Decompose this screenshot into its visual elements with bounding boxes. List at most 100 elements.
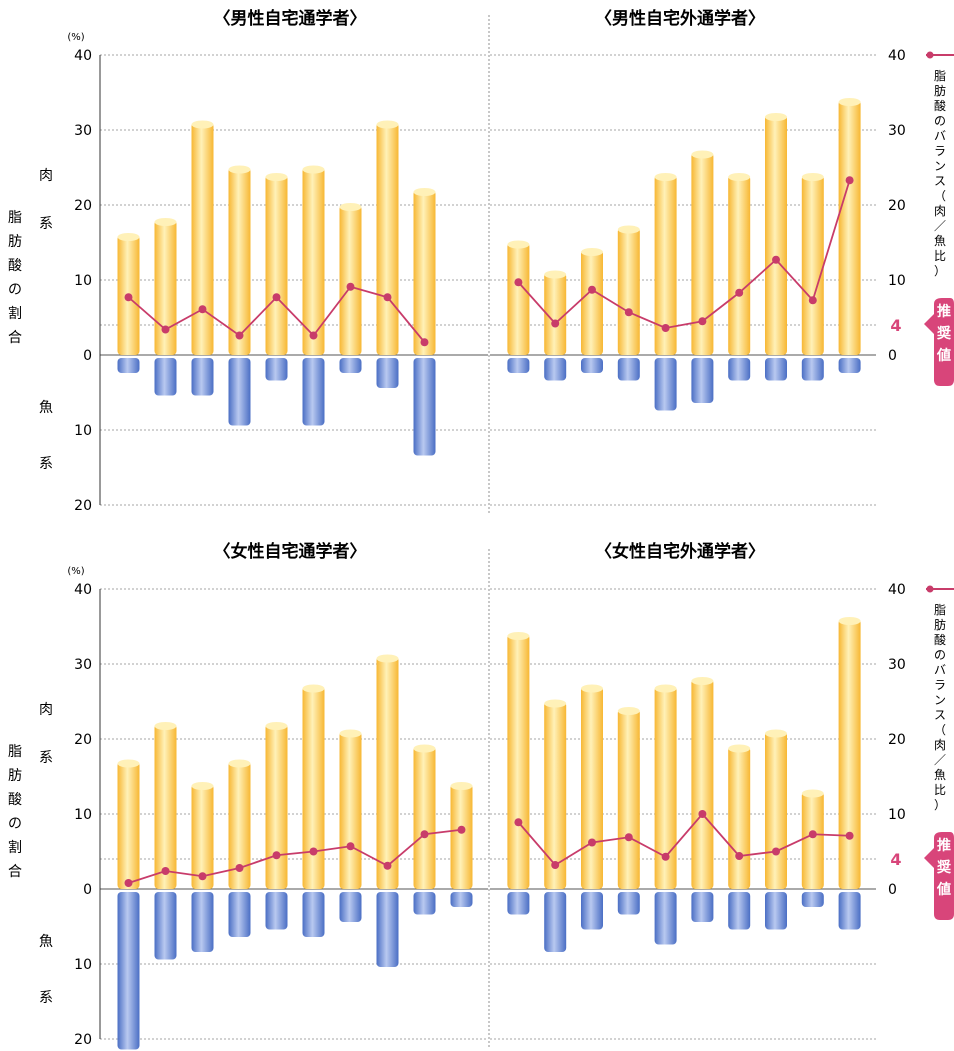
bar-meat: [654, 686, 677, 889]
bar-fish: [339, 358, 362, 373]
bar-meat-cap: [838, 98, 861, 106]
balance-point: [808, 296, 817, 305]
bar-fish: [191, 892, 214, 952]
bar-fish: [228, 892, 251, 937]
y-unit-label-top: (%): [67, 32, 84, 43]
bar-meat-cap: [617, 707, 640, 715]
bar-meat-cap: [801, 789, 824, 798]
bar-fish: [728, 892, 751, 930]
plot-area-female-away: 40 30 20 10 0 4: [488, 549, 906, 1049]
left-axis-label-char: 酸: [8, 792, 22, 808]
bar-fish: [544, 358, 567, 381]
bar-meat-cap: [228, 759, 251, 768]
bar-meat-cap: [376, 654, 399, 663]
bar-meat-cap: [581, 684, 603, 693]
balance-point: [772, 847, 780, 856]
bar-fish: [838, 892, 861, 930]
meat-label-char: 系: [39, 216, 53, 232]
bar-meat-cap: [265, 722, 288, 730]
right-axis-label-char: ン: [934, 693, 946, 707]
y-tick-label: 20: [74, 732, 92, 748]
y-tick-label: 40: [74, 48, 92, 64]
right-axis-label-char: 脂: [934, 68, 946, 83]
right-axis-label-char: 脂: [934, 602, 946, 617]
y-tick-label: 0: [83, 882, 92, 898]
right-axis-label-char: 比: [934, 249, 946, 263]
y-tick-label: 20: [74, 198, 92, 214]
balance-point: [845, 176, 854, 185]
bar-meat: [544, 272, 567, 355]
bar-fish: [581, 892, 603, 930]
balance-point: [457, 825, 466, 834]
bar-meat: [228, 761, 251, 889]
bar-meat: [728, 175, 751, 355]
balance-point: [124, 293, 133, 302]
right-axis-label-char: 肪: [934, 617, 946, 632]
balance-point: [272, 851, 281, 860]
right-axis-label-char: （: [934, 723, 946, 737]
right-tick-label: 20: [888, 732, 906, 748]
bar-meat: [450, 784, 473, 889]
balance-point: [514, 818, 523, 827]
bar-fish: [801, 358, 824, 381]
bar-fish: [654, 358, 677, 411]
bar-fish: [302, 892, 325, 937]
y-tick-label: 10: [74, 423, 92, 439]
y-tick-label: 0: [83, 348, 92, 364]
right-axis-label-char: ス: [934, 708, 946, 722]
bar-meat-cap: [191, 120, 214, 129]
balance-point: [383, 293, 392, 302]
bar-fish: [154, 892, 177, 960]
left-axis-label-char: 肪: [8, 234, 22, 250]
recommended-badge: [924, 832, 954, 920]
bar-meat: [507, 634, 530, 889]
balance-point: [845, 831, 854, 840]
right-axis-label-char: ／: [934, 753, 946, 767]
bar-fish: [413, 892, 436, 915]
balance-point: [551, 319, 560, 328]
bar-meat: [617, 227, 640, 355]
bar-meat-cap: [765, 113, 787, 121]
y-unit-label-bottom: (%): [67, 566, 84, 577]
bar-meat: [265, 724, 288, 889]
fish-label-char: 系: [39, 456, 53, 472]
balance-point: [698, 317, 707, 326]
bar-meat: [838, 100, 861, 355]
bar-meat-cap: [450, 782, 473, 790]
bar-meat: [302, 167, 325, 355]
bar-meat: [154, 724, 177, 889]
bar-fish: [413, 358, 436, 456]
right-axis-label-char: 比: [934, 783, 946, 797]
chart-title-female-away: 〈女性自宅外通学者〉: [595, 541, 765, 562]
balance-line: [517, 179, 851, 329]
bar-meat: [507, 242, 530, 355]
left-axis-label-char: の: [8, 816, 22, 832]
bar-fish: [691, 892, 714, 922]
left-axis-label-char: の: [8, 282, 22, 298]
bar-meat-cap: [765, 729, 787, 738]
bar-meat-cap: [302, 684, 325, 693]
bar-meat-cap: [339, 729, 362, 738]
bar-fish: [765, 358, 787, 381]
recommended-badge-char: 奨: [937, 325, 952, 342]
chart-female-home: 〈女性自宅通学者〉 40 30 20 10 0 10 20: [74, 541, 488, 1050]
fish-label-char: 系: [39, 990, 53, 1006]
bar-fish: [765, 892, 787, 930]
left-axis-label-char: 割: [8, 839, 22, 856]
right-axis-label-char: 肪: [934, 83, 946, 98]
bar-fish: [302, 358, 325, 426]
recommended-badge-char: 値: [936, 347, 951, 364]
bar-meat-cap: [413, 744, 436, 753]
bar-meat: [765, 115, 787, 355]
balance-point: [161, 867, 170, 875]
bar-meat: [413, 190, 436, 355]
chart-title-male-away: 〈男性自宅外通学者〉: [595, 8, 765, 29]
bar-meat-cap: [654, 173, 677, 181]
balance-point: [272, 293, 281, 302]
balance-point: [235, 864, 244, 872]
chart-title-male-home: 〈男性自宅通学者〉: [214, 8, 367, 29]
bar-meat-cap: [728, 173, 751, 181]
right-axis-label-char: 魚: [934, 234, 946, 248]
